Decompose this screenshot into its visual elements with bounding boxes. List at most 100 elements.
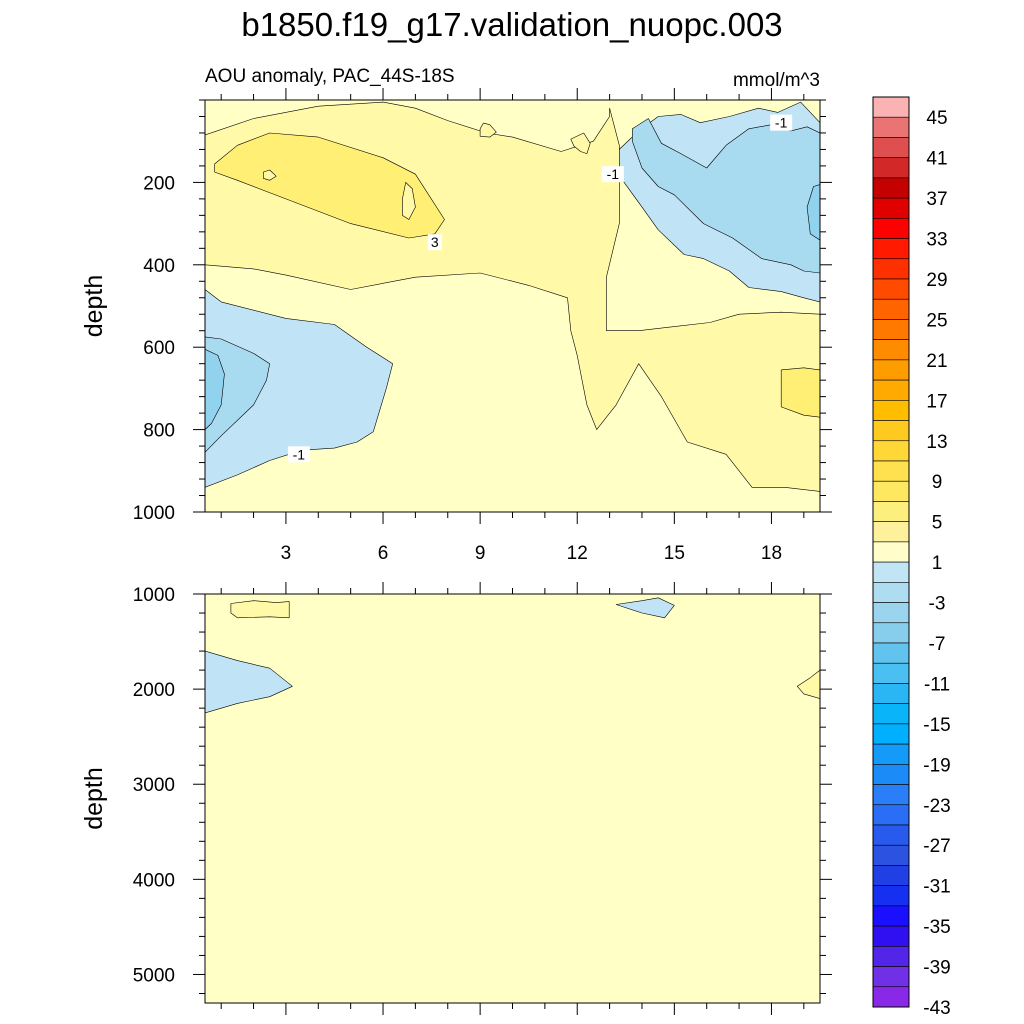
lower-plot-area [205, 594, 820, 1003]
upper-contour-region-cm5to7-5 [806, 184, 820, 241]
colorbar-label: 17 [926, 391, 947, 412]
lower-ytick-label: 5000 [133, 965, 175, 986]
colorbar-box-1 [872, 116, 910, 138]
colorbar-frame [872, 96, 910, 1008]
upper-xtick-label: 18 [761, 543, 782, 564]
colorbar-label: -43 [923, 998, 950, 1019]
upper-contour-region-cm1to3-6 [205, 289, 394, 488]
lower-ytick-label: 3000 [133, 775, 175, 796]
colorbar-label: -23 [923, 796, 950, 817]
colorbar-label: -3 [929, 594, 946, 615]
upper-contour-region-c1to3-10 [570, 132, 591, 154]
colorbar-box-23 [872, 561, 910, 583]
colorbar-label: 29 [926, 270, 947, 291]
colorbar-label: 33 [926, 230, 947, 251]
lower-ytick-label: 4000 [133, 870, 175, 891]
colorbar-box-38 [872, 865, 910, 886]
colorbar-label: -27 [923, 836, 950, 857]
colorbar-label: 25 [926, 310, 947, 331]
colorbar-label: 21 [926, 351, 947, 372]
colorbar-box-5 [872, 197, 910, 219]
lower-ytick-label: 1000 [133, 585, 175, 606]
colorbar-box-2 [872, 137, 910, 158]
colorbar-box-13 [872, 359, 910, 381]
units-label: mmol/m^3 [733, 70, 820, 91]
colorbar-box-30 [872, 703, 910, 725]
colorbar-box-21 [872, 521, 910, 543]
upper-xtick-label: 9 [475, 543, 486, 564]
colorbar-box-32 [872, 743, 910, 765]
colorbar-box-29 [872, 683, 910, 704]
upper-contour-region-c1to3-9 [479, 122, 497, 138]
colorbar-box-8 [872, 258, 910, 280]
upper-contour-region-c3to5-2 [780, 367, 820, 418]
colorbar-box-6 [872, 218, 910, 239]
colorbar-box-15 [872, 400, 910, 421]
upper-contour-label-2: -1 [607, 166, 620, 182]
upper-ytick-label: 600 [143, 338, 175, 359]
colorbar-box-33 [872, 764, 910, 785]
colorbar-label: 45 [926, 108, 947, 129]
colorbar-box-25 [872, 602, 910, 624]
colorbar-box-35 [872, 804, 910, 826]
colorbar-box-24 [872, 582, 910, 603]
upper-contour-region-cm5to7-8 [205, 348, 225, 430]
colorbar-box-37 [872, 844, 910, 866]
colorbar-box-12 [872, 339, 910, 361]
colorbar-label: 41 [926, 149, 947, 170]
colorbar-label: -7 [929, 634, 946, 655]
upper-contour-label-1: -1 [293, 446, 306, 462]
upper-xtick-label: 6 [378, 543, 389, 564]
colorbar-box-9 [872, 278, 910, 300]
lower-contour-region-c1to3-3 [796, 669, 820, 699]
colorbar-label: -39 [923, 958, 950, 979]
colorbar-box-28 [872, 662, 910, 684]
colorbar-box-11 [872, 319, 910, 340]
colorbar-box-20 [872, 501, 910, 522]
colorbar-box-36 [872, 824, 910, 846]
upper-contour-region-c1to3-12 [262, 169, 277, 181]
colorbar-box-39 [872, 885, 910, 907]
upper-ytick-label: 1000 [133, 503, 175, 524]
colorbar-box-17 [872, 440, 910, 462]
colorbar-label: -35 [923, 917, 950, 938]
colorbar-label: -11 [924, 674, 950, 695]
lower-contour-region-c1to3-0 [230, 600, 290, 619]
upper-contour-label-bg-1 [287, 446, 310, 463]
colorbar-box-43 [872, 966, 910, 988]
colorbar-box-4 [872, 177, 910, 199]
lower-ylabel: depth [80, 767, 108, 830]
lower-contour-region-cm1to3-2 [205, 650, 293, 714]
colorbar-label: -31 [923, 877, 950, 898]
colorbar-box-40 [872, 905, 910, 927]
upper-contour-label-bg-3 [770, 114, 793, 131]
colorbar-box-19 [872, 480, 910, 502]
colorbar-box-14 [872, 379, 910, 401]
lower-background-field [205, 594, 820, 1003]
colorbar-box-7 [872, 238, 910, 260]
lower-panel: 1000 2000 3000 4000 5000 depth [80, 582, 832, 1015]
upper-contour-region-cm3to5-4 [631, 118, 820, 274]
colorbar-box-34 [872, 784, 910, 806]
upper-contour-label-0: 3 [431, 234, 439, 250]
panel-subtitle: AOU anomaly, PAC_44S-18S [205, 66, 455, 87]
upper-ytick-label: 400 [143, 256, 175, 277]
upper-xtick-label: 15 [664, 543, 685, 564]
upper-ytick-label: 200 [143, 173, 175, 194]
upper-ytick-label: 800 [143, 421, 175, 442]
colorbar-box-31 [872, 723, 910, 745]
upper-contour-label-3: -1 [775, 115, 788, 131]
colorbar-label: 37 [926, 189, 947, 210]
colorbar-label: 5 [932, 513, 943, 534]
colorbar-label: -15 [923, 715, 950, 736]
upper-xtick-label: 3 [281, 543, 292, 564]
colorbar: 45 41 37 33 29 25 21 17 13 9 5 1 -3 -7 -11 -15 -19 -23 -27… [872, 96, 951, 1019]
colorbar-label: 13 [926, 432, 947, 453]
upper-contour-label-bg-0 [427, 234, 442, 251]
lower-contour-region-cm1to3-1 [615, 597, 675, 619]
upper-ylabel: depth [80, 275, 108, 338]
colorbar-box-22 [872, 541, 910, 563]
colorbar-box-42 [872, 946, 910, 967]
colorbar-label: 1 [932, 553, 943, 574]
colorbar-box-16 [872, 420, 910, 442]
